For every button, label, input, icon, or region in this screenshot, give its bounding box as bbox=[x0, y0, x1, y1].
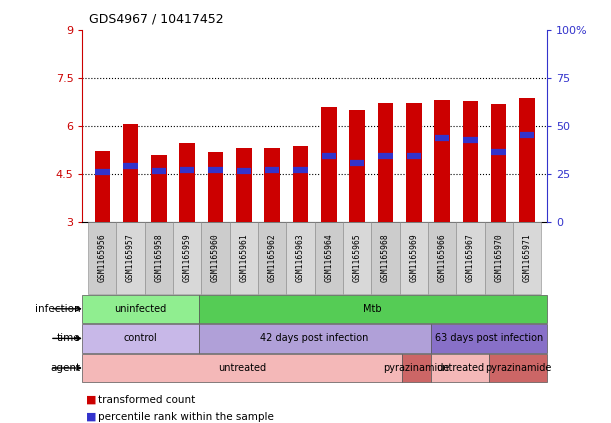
Bar bbox=[513, 222, 541, 294]
Bar bbox=[117, 222, 145, 294]
Bar bbox=[208, 152, 224, 222]
Text: GSM1165962: GSM1165962 bbox=[268, 233, 277, 283]
Text: ■: ■ bbox=[86, 412, 96, 422]
Text: GSM1165961: GSM1165961 bbox=[240, 233, 249, 283]
Bar bbox=[431, 324, 547, 353]
Text: GSM1165960: GSM1165960 bbox=[211, 233, 220, 283]
Bar bbox=[230, 222, 258, 294]
Bar bbox=[287, 222, 315, 294]
Text: control: control bbox=[123, 333, 158, 343]
Bar bbox=[378, 103, 393, 222]
Bar bbox=[428, 222, 456, 294]
Text: GSM1165971: GSM1165971 bbox=[522, 233, 532, 283]
Bar bbox=[456, 222, 485, 294]
Bar bbox=[431, 354, 489, 382]
Text: pyrazinamide: pyrazinamide bbox=[485, 363, 551, 373]
Text: GSM1165969: GSM1165969 bbox=[409, 233, 419, 283]
Text: infection: infection bbox=[35, 304, 80, 314]
Text: GSM1165966: GSM1165966 bbox=[437, 233, 447, 283]
Bar bbox=[489, 354, 547, 382]
Bar bbox=[95, 151, 110, 222]
Bar bbox=[258, 222, 287, 294]
Bar bbox=[343, 222, 371, 294]
Text: pyrazinamide: pyrazinamide bbox=[383, 363, 450, 373]
Text: uninfected: uninfected bbox=[114, 304, 167, 314]
Text: untreated: untreated bbox=[218, 363, 266, 373]
Text: GSM1165957: GSM1165957 bbox=[126, 233, 135, 283]
Bar bbox=[406, 103, 422, 222]
Bar bbox=[463, 101, 478, 222]
Bar bbox=[349, 110, 365, 222]
Text: 63 days post infection: 63 days post infection bbox=[434, 333, 543, 343]
Bar bbox=[236, 148, 252, 222]
Bar bbox=[82, 294, 199, 323]
Bar bbox=[202, 222, 230, 294]
Text: GDS4967 / 10417452: GDS4967 / 10417452 bbox=[89, 12, 223, 25]
Text: GSM1165956: GSM1165956 bbox=[98, 233, 107, 283]
Bar bbox=[315, 222, 343, 294]
Text: GSM1165959: GSM1165959 bbox=[183, 233, 192, 283]
Bar bbox=[199, 294, 547, 323]
Text: agent: agent bbox=[50, 363, 80, 373]
Text: GSM1165963: GSM1165963 bbox=[296, 233, 305, 283]
Bar bbox=[180, 143, 195, 222]
Text: GSM1165968: GSM1165968 bbox=[381, 233, 390, 283]
Bar bbox=[321, 107, 337, 222]
Text: transformed count: transformed count bbox=[98, 395, 195, 405]
Text: GSM1165967: GSM1165967 bbox=[466, 233, 475, 283]
Bar bbox=[151, 155, 167, 222]
Bar bbox=[434, 99, 450, 222]
Bar bbox=[199, 324, 431, 353]
Text: time: time bbox=[57, 333, 80, 343]
Text: percentile rank within the sample: percentile rank within the sample bbox=[98, 412, 274, 422]
Bar bbox=[88, 222, 117, 294]
Bar bbox=[265, 148, 280, 222]
Bar bbox=[293, 146, 309, 222]
Bar bbox=[400, 222, 428, 294]
Bar bbox=[82, 354, 402, 382]
Text: 42 days post infection: 42 days post infection bbox=[260, 333, 369, 343]
Text: GSM1165965: GSM1165965 bbox=[353, 233, 362, 283]
Bar bbox=[485, 222, 513, 294]
Text: Mtb: Mtb bbox=[364, 304, 382, 314]
Bar bbox=[371, 222, 400, 294]
Bar bbox=[173, 222, 202, 294]
Text: untreated: untreated bbox=[436, 363, 484, 373]
Bar bbox=[402, 354, 431, 382]
Text: GSM1165970: GSM1165970 bbox=[494, 233, 503, 283]
Bar bbox=[491, 104, 507, 222]
Text: GSM1165958: GSM1165958 bbox=[155, 233, 163, 283]
Text: ■: ■ bbox=[86, 395, 96, 405]
Bar bbox=[145, 222, 173, 294]
Bar bbox=[82, 324, 199, 353]
Bar bbox=[123, 124, 139, 222]
Text: GSM1165964: GSM1165964 bbox=[324, 233, 334, 283]
Bar bbox=[519, 98, 535, 222]
